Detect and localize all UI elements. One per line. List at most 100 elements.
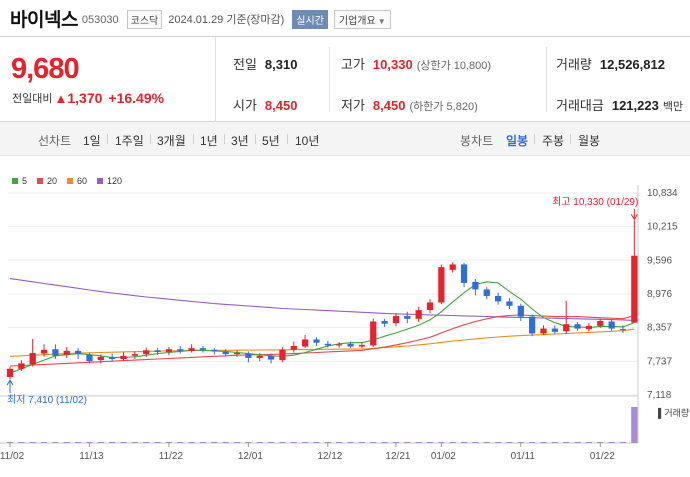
trade-value: 거래대금 121,223 백만 — [556, 95, 683, 114]
volume-bar — [313, 442, 320, 443]
volume-bar — [86, 442, 93, 443]
tab-period-10y[interactable]: 10년 — [295, 134, 320, 148]
candle-body — [211, 349, 218, 352]
tab-period-5y[interactable]: 5년 — [262, 134, 280, 148]
candle-body — [143, 350, 150, 355]
candle-body — [563, 324, 570, 332]
candle-body — [358, 344, 366, 347]
candle-body — [449, 264, 456, 270]
volume-bar — [188, 442, 195, 443]
volume-bar — [29, 442, 36, 443]
tab-period-3m[interactable]: 3개월 — [157, 134, 186, 148]
legend-ma20-label: 20 — [47, 176, 58, 186]
volume-bar — [529, 442, 536, 443]
price-change: 전일대비 ▲ 1,370 +16.49% — [12, 90, 164, 106]
x-tick-label: 11/22 — [159, 451, 184, 462]
tab-candle-monthly[interactable]: 월봉 — [578, 134, 601, 148]
x-tick-label: 12/21 — [385, 451, 410, 462]
candle-body — [29, 353, 36, 365]
candle-body — [52, 349, 59, 356]
low-arrowhead — [6, 379, 14, 386]
volume-bar — [426, 442, 434, 443]
candle-body — [472, 281, 479, 290]
volume-bar — [222, 442, 229, 443]
volume-bar — [574, 442, 581, 443]
legend-ma5: 5 — [12, 176, 27, 186]
tab-period-3y[interactable]: 3년 — [231, 134, 249, 148]
low-label: 저가 — [341, 98, 365, 113]
high-value: 10,330 — [372, 57, 413, 72]
volume-bar — [245, 442, 252, 443]
volume-bar — [336, 442, 343, 443]
day-low: 저가 8,450 (하한가 5,820) — [341, 95, 478, 114]
stock-header: 바이넥스 053030 코스닥 2024.01.29 기준(장마감) 실시간 기… — [0, 0, 690, 36]
company-info-dropdown[interactable]: 기업개요 ▼ — [333, 9, 391, 29]
volume-bar — [381, 442, 388, 443]
change-value: 1,370 — [67, 90, 103, 106]
volume-bar — [233, 442, 241, 443]
volume-bar — [597, 442, 604, 443]
candle-body — [279, 349, 286, 361]
tab-period-1d[interactable]: 1일 — [83, 134, 101, 148]
candle-body — [222, 351, 229, 355]
prev-close: 전일 8,310 — [233, 54, 297, 73]
legend-ma20: 20 — [37, 176, 57, 186]
candle-body — [256, 355, 263, 358]
volume-bar — [120, 442, 127, 443]
candle-body — [506, 301, 513, 306]
volume-bar — [392, 442, 400, 443]
candle-body — [597, 320, 604, 326]
divider — [150, 134, 151, 144]
tab-period-1y[interactable]: 1년 — [200, 134, 218, 148]
upper-limit: (상한가 10,800) — [416, 60, 492, 72]
candle-body — [177, 349, 184, 351]
candle-body — [438, 267, 445, 303]
legend-swatch — [12, 178, 18, 184]
x-tick-label: 12/12 — [317, 451, 342, 462]
divider — [287, 134, 288, 144]
volume-bar — [74, 442, 82, 443]
high-label: 고가 — [341, 57, 365, 72]
y-tick-label: 7,737 — [647, 356, 672, 367]
tab-period-1w[interactable]: 1주일 — [115, 134, 144, 148]
y-tick-label: 8,357 — [647, 323, 672, 334]
candle-body — [415, 310, 422, 319]
legend-ma120-label: 120 — [107, 176, 123, 186]
prev-close-label: 전일 — [233, 57, 257, 72]
candle-body — [540, 328, 547, 334]
tab-candle-daily[interactable]: 일봉 — [506, 134, 529, 148]
x-tick-label: 11/13 — [79, 451, 104, 462]
y-tick-label: 10,834 — [647, 188, 678, 199]
realtime-button[interactable]: 실시간 — [292, 9, 328, 29]
candle-body — [324, 343, 331, 346]
y-tick-label: 7,118 — [647, 390, 672, 401]
volume-bar — [540, 442, 547, 443]
high-annotation: 최고 10,330 (01/29) — [552, 196, 638, 208]
divider — [107, 134, 108, 144]
candle-body — [460, 264, 468, 283]
volume-bar — [563, 442, 570, 443]
up-triangle-icon: ▲ — [54, 90, 68, 106]
candle-body — [97, 356, 104, 361]
legend-ma60: 60 — [67, 176, 87, 186]
candlestick-chart[interactable]: 10,834 10,215 9,596 8,976 8,357 7,737 7,118 ▌거래… — [0, 185, 690, 477]
trade-value-label: 거래대금 — [556, 98, 604, 113]
candle-body — [40, 349, 48, 354]
candle-body — [6, 368, 14, 377]
legend-ma120: 120 — [97, 176, 122, 186]
divider — [193, 134, 194, 144]
y-tick-label: 9,596 — [647, 255, 672, 266]
x-tick-label: 01/22 — [590, 451, 615, 462]
volume-bar — [358, 442, 366, 443]
volume-bar — [18, 442, 25, 443]
divider — [224, 134, 225, 144]
lower-limit: (하한가 5,820) — [409, 101, 478, 113]
candle-chart-label: 봉차트 — [460, 134, 494, 148]
candle-body — [608, 321, 615, 329]
line-chart-label: 선차트 — [38, 134, 72, 148]
candle-body — [290, 345, 297, 350]
ma20-line — [9, 314, 635, 367]
candle-body — [131, 354, 138, 356]
tab-candle-weekly[interactable]: 주봉 — [542, 134, 565, 148]
volume-bar — [256, 442, 263, 443]
